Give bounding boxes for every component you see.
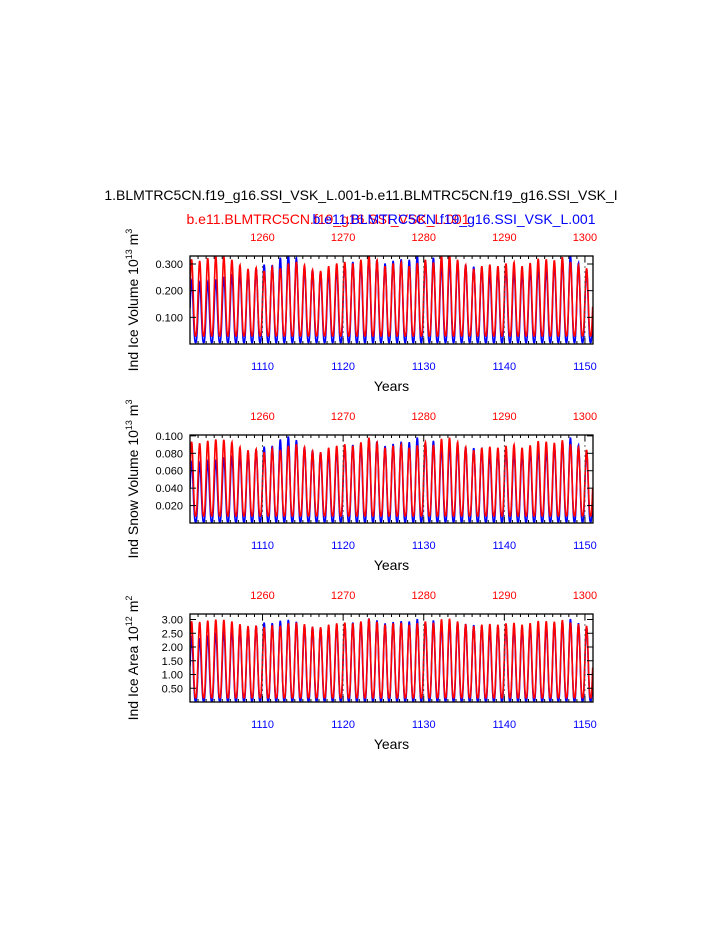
- y-axis-label: Ind Ice Area 1012 m2: [124, 596, 141, 721]
- y-tick-label: 1.50: [162, 656, 183, 668]
- x-tick-label-bottom: 1140: [493, 361, 517, 373]
- x-tick-label-bottom: 1130: [412, 540, 436, 552]
- x-tick-label-bottom: 1130: [412, 719, 436, 731]
- chart-panel-ind-ice-area: 1110 1120 1130 1140 1150 1260 1270 1280 1290 1300…: [124, 590, 597, 752]
- x-tick-label-top: 1290: [492, 232, 516, 244]
- y-tick-label: 0.100: [155, 431, 183, 443]
- x-tick-label-top: 1270: [331, 590, 355, 602]
- y-tick-label: 3.00: [162, 615, 183, 627]
- x-tick-label-top: 1270: [331, 232, 355, 244]
- x-tick-label-bottom: 1110: [251, 540, 274, 552]
- x-axis-label: Years: [374, 378, 409, 394]
- x-tick-label-top: 1280: [411, 590, 435, 602]
- x-tick-label-top: 1270: [331, 411, 355, 423]
- legend-blue-label: b.e11.BLMTRC5CN.f19_g16.SSI_VSK_L.001: [312, 211, 595, 227]
- y-tick-label: 2.00: [162, 642, 183, 654]
- y-tick-label: 0.020: [155, 501, 183, 513]
- legend-red-label: b.e11.BLMTRC5CN.f19_g16.SSI_VSK_L.001: [186, 211, 469, 227]
- x-tick-label-top: 1300: [573, 590, 597, 602]
- x-tick-label-bottom: 1150: [573, 540, 597, 552]
- y-axis-label: Ind Snow Volume 1013 m3: [124, 399, 141, 558]
- chart-panel-ind-ice-volume: 1110 1120 1130 1140 1150 1260 1270 1280 1290 1300…: [124, 229, 597, 394]
- figure-title: 1.BLMTRC5CN.f19_g16.SSI_VSK_L.001-b.e11.…: [104, 187, 617, 203]
- y-tick-label: 0.100: [155, 312, 183, 324]
- x-tick-label-bottom: 1120: [331, 361, 355, 373]
- panels-group: 1110 1120 1130 1140 1150 1260 1270 1280 1290 1300…: [124, 229, 597, 752]
- y-tick-label: 0.060: [155, 466, 183, 478]
- x-tick-label-bottom: 1120: [331, 719, 355, 731]
- x-tick-label-bottom: 1150: [573, 361, 597, 373]
- y-tick-label: 0.300: [155, 259, 183, 271]
- x-tick-label-top: 1280: [411, 411, 435, 423]
- y-tick-label: 0.040: [155, 483, 183, 495]
- x-tick-label-bottom: 1150: [573, 719, 597, 731]
- y-tick-label: 0.080: [155, 448, 183, 460]
- x-tick-label-top: 1300: [573, 232, 597, 244]
- x-tick-label-top: 1290: [492, 411, 516, 423]
- x-tick-label-top: 1300: [573, 411, 597, 423]
- x-tick-label-bottom: 1130: [412, 361, 436, 373]
- x-axis-label: Years: [374, 557, 409, 573]
- x-tick-label-top: 1260: [250, 411, 274, 423]
- x-tick-label-top: 1260: [250, 232, 274, 244]
- x-tick-label-bottom: 1140: [493, 540, 517, 552]
- series-line-red: [190, 256, 593, 337]
- x-axis-label: Years: [374, 736, 409, 752]
- y-axis-label: Ind Ice Volume 1013 m3: [124, 229, 141, 372]
- x-tick-label-top: 1280: [411, 232, 435, 244]
- y-tick-label: 0.50: [162, 683, 183, 695]
- chart-panel-ind-snow-volume: 1110 1120 1130 1140 1150 1260 1270 1280 1290 1300…: [124, 399, 597, 573]
- x-tick-label-bottom: 1120: [331, 540, 355, 552]
- x-tick-label-top: 1290: [492, 590, 516, 602]
- series-line-red: [190, 618, 593, 699]
- y-tick-label: 1.00: [162, 670, 183, 682]
- x-tick-label-top: 1260: [250, 590, 274, 602]
- x-tick-label-bottom: 1110: [251, 719, 274, 731]
- x-tick-label-bottom: 1110: [251, 361, 274, 373]
- y-tick-label: 2.50: [162, 628, 183, 640]
- y-tick-label: 0.200: [155, 286, 183, 298]
- x-tick-label-bottom: 1140: [493, 719, 517, 731]
- series-line-red: [190, 437, 593, 518]
